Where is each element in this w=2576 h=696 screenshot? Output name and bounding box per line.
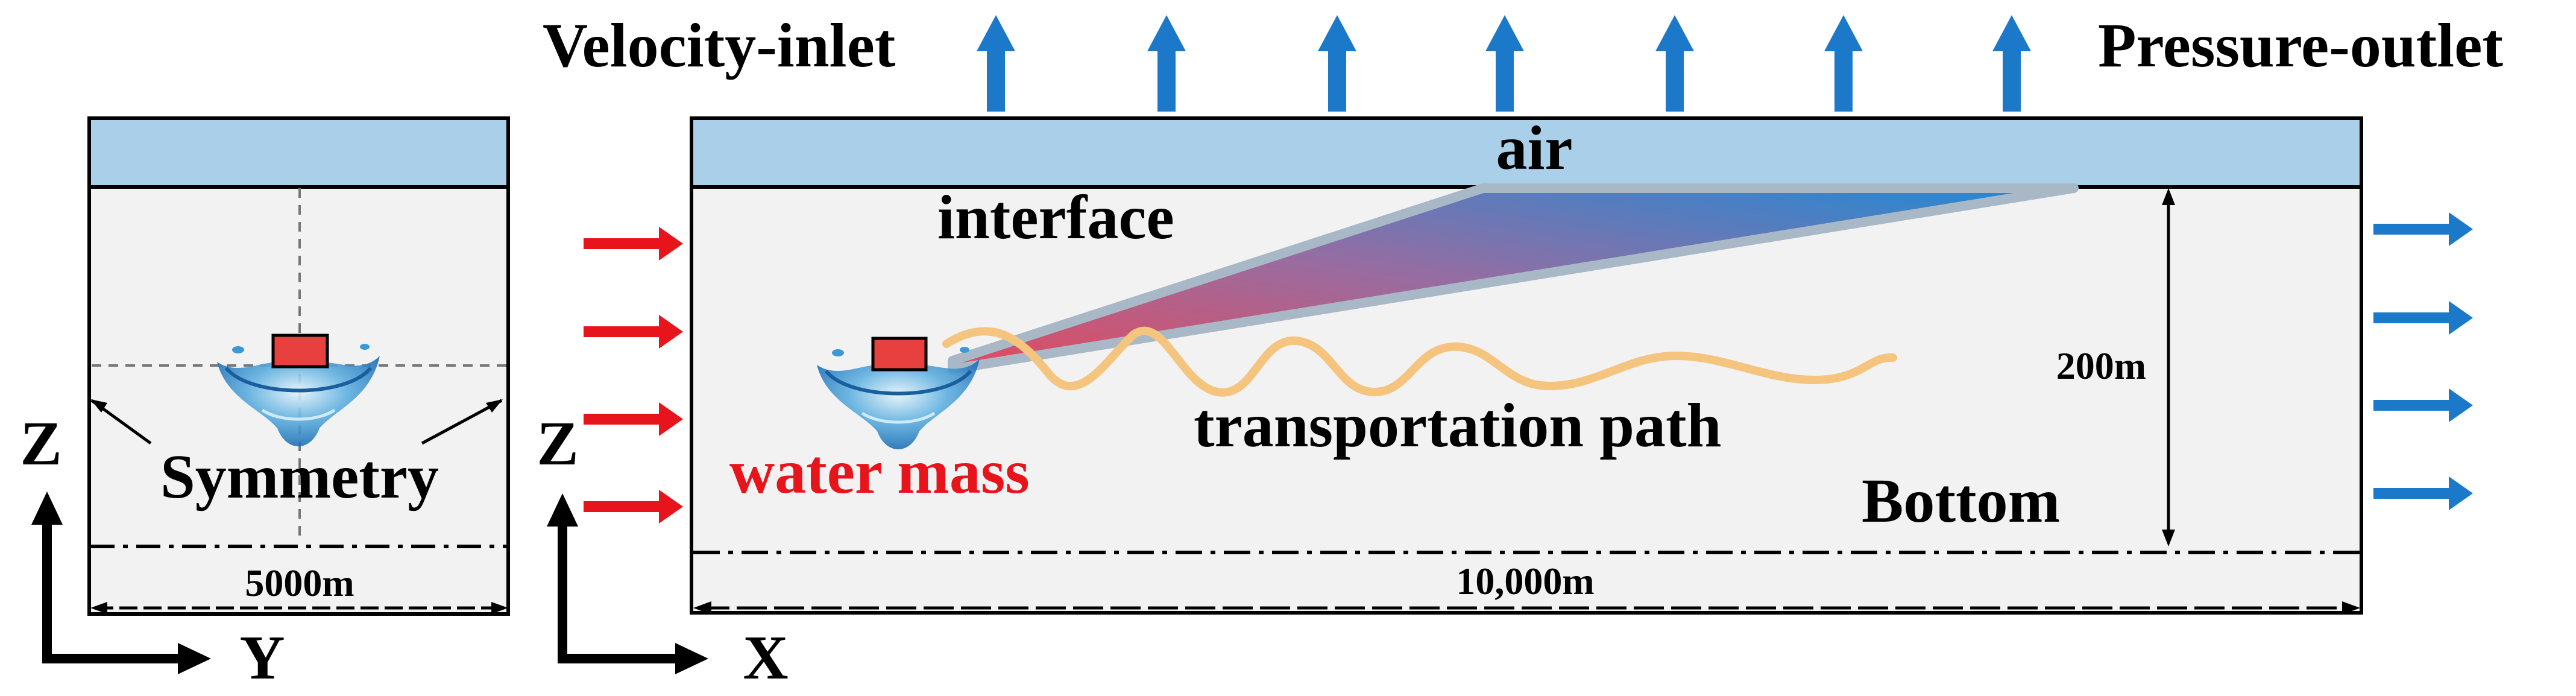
air-label: air [1496,113,1572,183]
arrow-right-icon [2373,212,2473,246]
width-dimension-label: 5000m [245,562,354,604]
arrow-right-icon [584,402,683,436]
width-dimension-label-bg [232,564,368,600]
top-outflow-arrows [977,15,2031,112]
length-dimension-label-bg [1429,561,1622,600]
depth-dimension-head-bottom [2162,530,2175,546]
arrow-right-icon [2373,388,2473,422]
arrow-up-icon [1655,15,1694,112]
axis-z-label-right: Z [537,409,578,478]
arrow-right-icon [2373,476,2473,510]
arrow-right-icon [584,490,683,524]
length-dimension-head-left [693,601,711,615]
arrow-right-icon [584,227,683,261]
depth-dimension-head-top [2162,188,2175,205]
longitudinal-panel: air interface transportation path water … [690,113,2363,615]
symmetry-pointer-left-head [90,399,107,413]
bottom-label: Bottom [1862,466,2060,536]
cross-section-panel: Symmetry 5000m [87,116,510,616]
domain-air-layer [690,116,2363,189]
arrow-up-icon [977,15,1015,112]
inflow-arrows [584,227,683,524]
arrow-up-icon [1992,15,2031,112]
axis-x-label: X [743,623,788,692]
water-block-icon [271,334,329,369]
transportation-path [942,326,1897,397]
depth-dimension-label: 200m [2056,344,2146,387]
length-dimension-label: 10,000m [1456,560,1594,603]
water-splash-icon [817,347,980,449]
axis-z-label-left: Z [20,409,61,478]
arrow-up-icon [1485,15,1524,112]
water-block-icon [871,337,928,372]
symmetry-pointer-right-head [486,399,503,413]
width-dimension-head-left [90,602,107,614]
water-splash-icon [217,344,380,446]
arrow-up-icon [1147,15,1186,112]
axis-triad-yz: Z Y [20,409,285,692]
transportation-path-label: transportation path [1194,391,1721,460]
outflow-arrows [2373,212,2473,510]
cross-section-air-layer [87,116,510,189]
pressure-outlet-label: Pressure-outlet [2098,11,2503,80]
water-mass-label: water mass [729,437,1030,507]
arrow-right-icon [2373,301,2473,335]
symmetry-label: Symmetry [160,442,439,511]
axis-y-label: Y [239,623,285,692]
arrow-right-icon [584,315,683,349]
width-dimension-head-right [491,602,508,614]
arrow-up-icon [1318,15,1356,112]
velocity-inlet-label: Velocity-inlet [543,11,896,80]
length-dimension-head-right [2342,601,2360,615]
symmetry-pointer-right [421,399,503,445]
arrow-up-icon [1824,15,1863,112]
interface-plume [948,183,2079,374]
axis-triad-xz: Z X [537,409,788,692]
interface-label: interface [937,183,1174,252]
